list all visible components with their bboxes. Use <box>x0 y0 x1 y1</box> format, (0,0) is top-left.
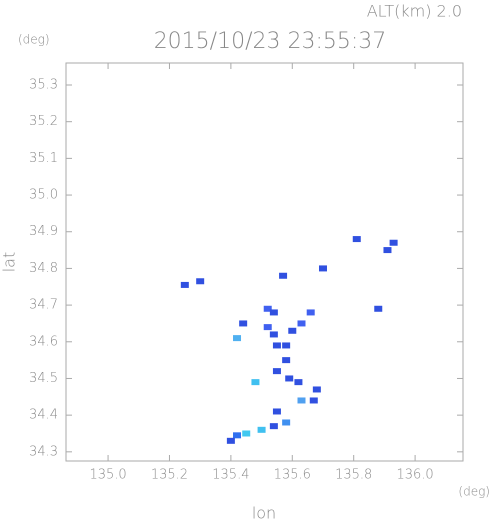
y-tick-label: 35.0 <box>29 188 58 203</box>
echo-point <box>312 386 321 393</box>
y-tick-label: 34.3 <box>29 444 58 459</box>
echo-point <box>282 419 291 426</box>
echo-point <box>318 265 327 272</box>
echo-point <box>263 305 272 312</box>
x-axis-label: lon <box>252 504 276 521</box>
echo-point <box>272 408 281 415</box>
echo-point <box>294 379 303 386</box>
echo-point <box>226 437 235 444</box>
echo-point <box>269 309 278 316</box>
x-tick-label: 135.8 <box>335 468 372 483</box>
echo-point <box>374 305 383 312</box>
echo-point <box>309 397 318 404</box>
chart-title: 2015/10/23 23:55:37 <box>154 29 387 54</box>
echo-point <box>306 309 315 316</box>
echo-point <box>352 236 361 243</box>
echo-point <box>282 342 291 349</box>
x-tick-label: 135.2 <box>151 468 188 483</box>
y-tick-label: 34.4 <box>29 408 58 423</box>
echo-point <box>251 379 260 386</box>
echo-point <box>233 432 242 439</box>
altitude-label: ALT(km) 2.0 <box>367 2 462 21</box>
x-tick-label: 135.4 <box>212 468 249 483</box>
y-axis-label: lat <box>0 252 19 273</box>
echo-point <box>297 397 306 404</box>
y-tick-label: 35.2 <box>29 114 58 129</box>
plot-frame <box>65 62 464 462</box>
y-tick-label: 35.3 <box>29 78 58 93</box>
x-tick-label: 135.6 <box>274 468 311 483</box>
y-tick-label: 34.5 <box>29 371 58 386</box>
y-tick-label: 34.9 <box>29 224 58 239</box>
echo-point <box>239 320 248 327</box>
echo-point <box>383 247 392 254</box>
echo-point <box>263 324 272 331</box>
y-tick-label: 35.1 <box>29 151 58 166</box>
echo-point <box>282 357 291 364</box>
x-unit: (deg) <box>458 485 490 499</box>
echo-point <box>257 426 266 433</box>
y-tick-label: 34.6 <box>29 334 58 349</box>
echo-point <box>242 430 251 437</box>
y-tick-label: 34.7 <box>29 298 58 313</box>
x-tick-label: 136.0 <box>396 468 433 483</box>
echo-point <box>389 239 398 246</box>
y-unit: (deg) <box>18 33 50 47</box>
echo-point <box>180 281 189 288</box>
echo-point <box>279 272 288 279</box>
x-tick-label: 135.0 <box>89 468 126 483</box>
echo-point <box>272 368 281 375</box>
echo-point <box>297 320 306 327</box>
echo-point <box>285 375 294 382</box>
echo-point <box>269 331 278 338</box>
y-tick-label: 34.8 <box>29 261 58 276</box>
echo-point <box>233 335 242 342</box>
echo-point <box>272 342 281 349</box>
echo-point <box>196 278 205 285</box>
echo-point <box>269 423 278 430</box>
echo-point <box>288 327 297 334</box>
